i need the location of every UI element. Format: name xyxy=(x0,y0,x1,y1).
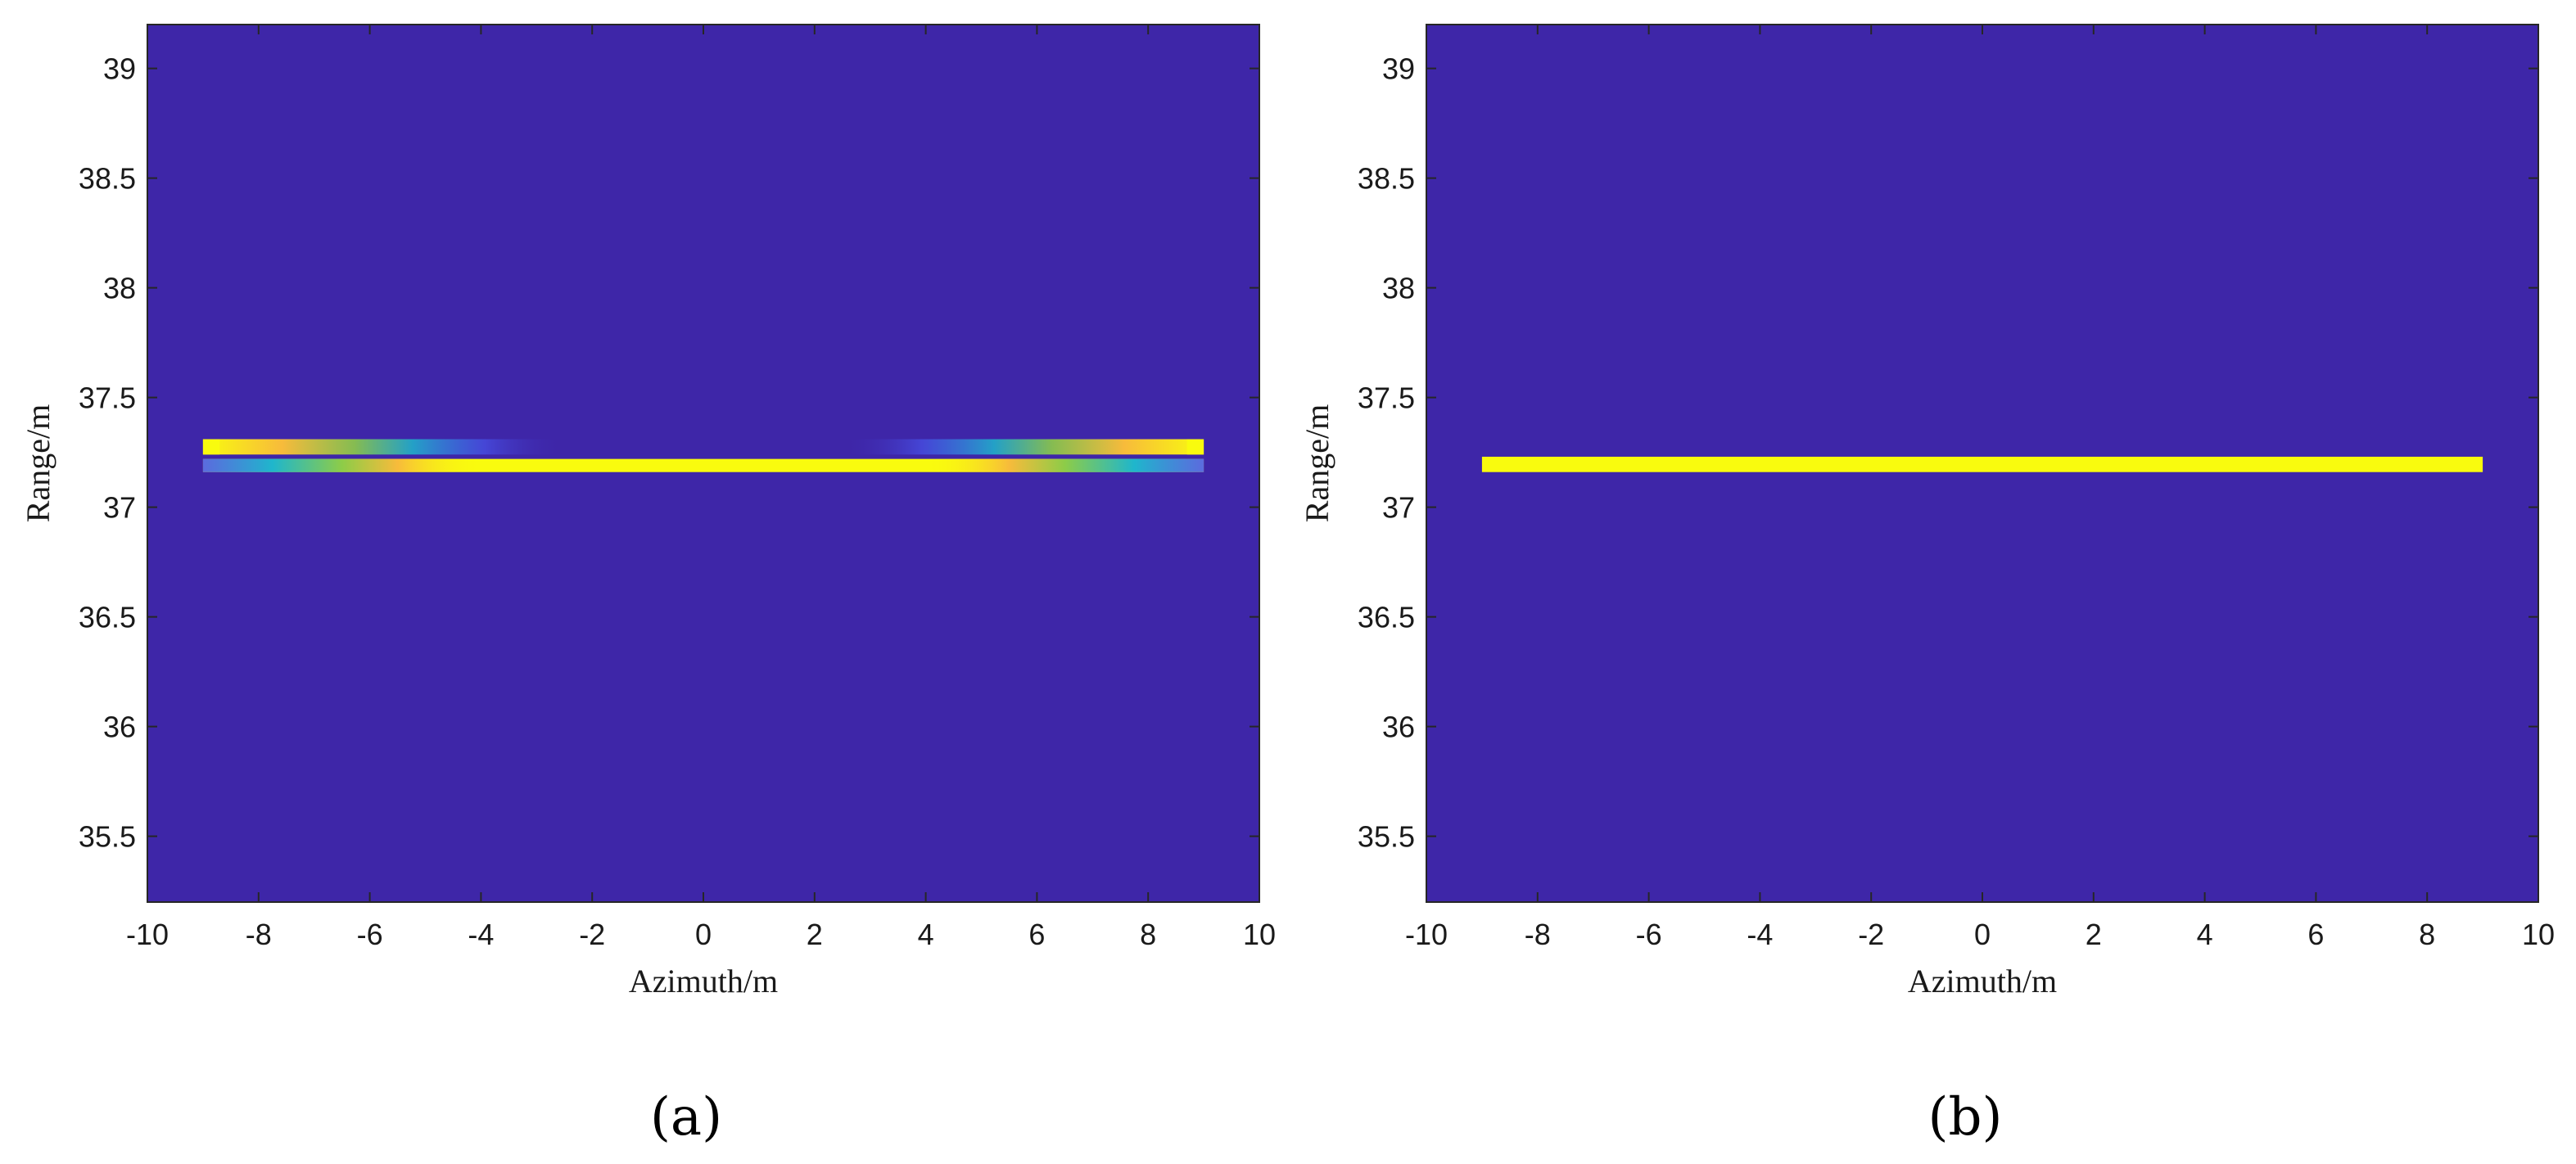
x-axis-label: Azimuth/m xyxy=(1908,963,2057,999)
x-tick-label: 0 xyxy=(695,918,712,951)
heatmap-gradient-lower-6 xyxy=(925,458,1204,472)
heatmap-gradient-lower-5 xyxy=(202,458,481,472)
y-tick-label: 37.5 xyxy=(1358,381,1415,415)
x-tick-label: -4 xyxy=(1747,918,1773,951)
x-tick-label: 8 xyxy=(1140,918,1156,951)
heatmap-bright-cap-4 xyxy=(1186,439,1204,455)
y-tick-label: 37.5 xyxy=(79,381,136,415)
y-tick-label: 36 xyxy=(1382,711,1415,744)
x-tick-label: -10 xyxy=(126,918,169,951)
x-tick-label: -8 xyxy=(1525,918,1551,951)
panel-label: (b) xyxy=(1928,1087,2003,1148)
x-axis-label: Azimuth/m xyxy=(629,963,778,999)
y-tick-label: 38 xyxy=(103,272,136,305)
y-tick-label: 39 xyxy=(1382,52,1415,86)
x-tick-label: -10 xyxy=(1405,918,1448,951)
x-tick-label: -2 xyxy=(579,918,605,951)
x-tick-label: -8 xyxy=(246,918,272,951)
x-tick-label: 4 xyxy=(918,918,934,951)
y-tick-label: 38.5 xyxy=(1358,162,1415,196)
y-tick-label: 35.5 xyxy=(79,820,136,854)
panel-a: -10 -8 -6 -4 -2 0 2 4 6 8 10 35.5 36 36.5 37 37.5 38 38.5… xyxy=(20,24,1276,1148)
panel-label: (a) xyxy=(650,1087,722,1148)
y-tick-label: 35.5 xyxy=(1358,820,1415,854)
x-tick-label: 2 xyxy=(807,918,823,951)
x-tick-label: 6 xyxy=(2307,918,2324,951)
y-tick-label: 36.5 xyxy=(79,601,136,634)
x-tick-label: 0 xyxy=(1974,918,1991,951)
x-tick-label: 4 xyxy=(2197,918,2213,951)
heatmap-full-bar-0 xyxy=(1481,456,2483,472)
y-tick-label: 38 xyxy=(1382,272,1415,305)
y-tick-label: 39 xyxy=(103,52,136,86)
heatmap-bright-cap-3 xyxy=(202,439,220,455)
panel-b: -10 -8 -6 -4 -2 0 2 4 6 8 10 35.5 36 36.5 37 37.5 38 38.5… xyxy=(1299,24,2555,1148)
x-tick-label: 10 xyxy=(1243,918,1276,951)
y-tick-label: 37 xyxy=(103,491,136,525)
y-tick-label: 36 xyxy=(103,711,136,744)
x-tick-label: 6 xyxy=(1028,918,1045,951)
x-tick-label: -2 xyxy=(1858,918,1884,951)
heatmap-fade-bar-1 xyxy=(202,439,565,455)
x-tick-label: -4 xyxy=(468,918,494,951)
y-tick-label: 37 xyxy=(1382,491,1415,525)
x-tick-label: -6 xyxy=(357,918,383,951)
y-axis-label: Range/m xyxy=(1299,404,1335,522)
heatmap-fade-bar-2 xyxy=(842,439,1204,455)
y-tick-label: 38.5 xyxy=(79,162,136,196)
y-tick-label: 36.5 xyxy=(1358,601,1415,634)
x-tick-label: 2 xyxy=(2086,918,2102,951)
y-axis-label: Range/m xyxy=(20,404,56,522)
x-tick-label: 8 xyxy=(2419,918,2435,951)
x-tick-label: 10 xyxy=(2522,918,2555,951)
x-tick-label: -6 xyxy=(1636,918,1662,951)
